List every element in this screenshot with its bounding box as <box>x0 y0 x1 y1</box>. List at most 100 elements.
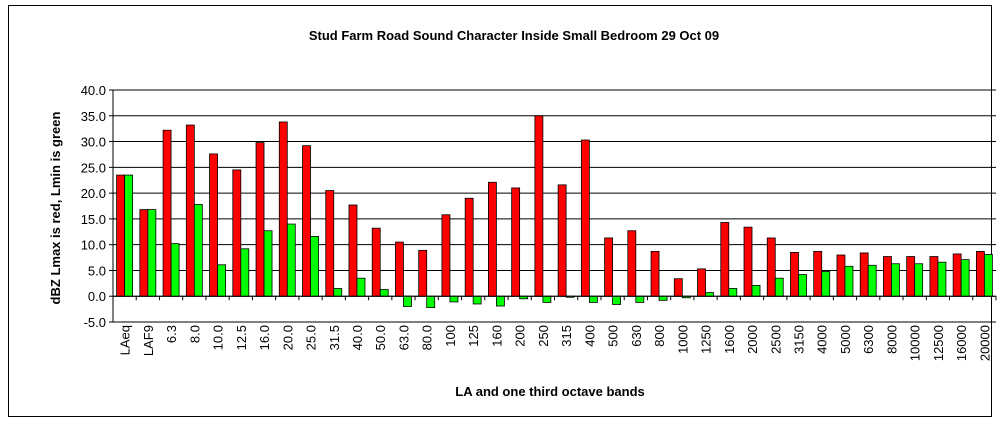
bar-lmax <box>488 181 497 297</box>
bar-lmin <box>124 174 134 297</box>
bar-lmax <box>511 187 521 297</box>
bar-lmin <box>426 295 436 308</box>
x-tick-label: 800 <box>652 325 667 347</box>
bar-lmin <box>983 254 993 297</box>
x-tick-label: 20000 <box>977 325 992 361</box>
x-tick-label: 125 <box>466 325 481 347</box>
bar-lmax <box>371 227 381 297</box>
bar-lmax <box>766 237 776 297</box>
x-tick-label: 4000 <box>815 325 830 354</box>
x-tick-label: 8000 <box>884 325 899 354</box>
x-tick-label: 160 <box>489 325 504 347</box>
bar-lmax <box>395 241 404 297</box>
x-tick-label: 16000 <box>954 325 969 361</box>
bar-lmax <box>580 139 590 297</box>
chart-frame <box>8 5 992 417</box>
bar-lmin <box>333 288 343 297</box>
bar-lmax <box>743 226 753 297</box>
bar-lmin <box>867 264 877 297</box>
bar-lmin <box>774 277 784 297</box>
bar-lmax <box>557 184 567 297</box>
bar-lmin <box>403 295 412 307</box>
bar-lmax <box>185 124 195 297</box>
bar-lmin <box>821 271 831 297</box>
bar-lmin <box>705 292 714 297</box>
bar-lmax <box>859 252 869 297</box>
bar-lmin <box>751 284 761 297</box>
bar-lmax <box>604 237 613 297</box>
bar-lmin <box>937 261 947 297</box>
bar-lmin <box>310 236 319 297</box>
x-tick-label: 2500 <box>768 325 783 354</box>
bar-lmax <box>139 209 149 297</box>
x-tick-label: 5000 <box>838 325 853 354</box>
y-tick-label: 35.0 <box>81 109 106 124</box>
x-tick-label: 200 <box>513 325 528 347</box>
x-tick-label: 25.0 <box>304 325 319 350</box>
bar-lmax <box>441 214 451 297</box>
bar-lmax <box>302 145 311 297</box>
y-tick-label: 5.0 <box>88 263 106 278</box>
x-tick-label: 12500 <box>931 325 946 361</box>
bar-lmin <box>449 295 459 303</box>
y-tick-label: 25.0 <box>81 160 106 175</box>
x-tick-label: 10000 <box>908 325 923 361</box>
bar-lmax <box>720 222 730 297</box>
bar-lmin <box>472 295 482 305</box>
bar-lmin <box>240 248 250 297</box>
bar-lmax <box>697 268 706 297</box>
axes <box>109 89 997 323</box>
bar-lmin <box>844 265 854 297</box>
bar-lmin <box>635 295 645 303</box>
bar-lmax <box>790 251 799 297</box>
bar-lmin <box>891 263 900 297</box>
bar-lmin <box>379 289 389 297</box>
x-tick-label: LAeq <box>118 325 133 355</box>
y-tick-label: 20.0 <box>81 186 106 201</box>
bar-lmin <box>798 274 807 297</box>
bar-lmax <box>232 169 242 297</box>
bars <box>116 115 993 308</box>
bar-lmin <box>263 230 273 297</box>
bar-lmax <box>883 256 892 297</box>
y-tick-label: 15.0 <box>81 212 106 227</box>
bar-lmin <box>286 223 296 297</box>
x-tick-label: 1250 <box>699 325 714 354</box>
x-tick-label: 630 <box>629 325 644 347</box>
x-tick-label: 20.0 <box>280 325 295 350</box>
bar-lmax <box>627 230 637 297</box>
bar-lmax <box>162 129 172 297</box>
bar-lmax <box>209 153 218 297</box>
bar-lmin <box>496 295 505 307</box>
x-tick-label: LAF9 <box>141 325 156 356</box>
x-tick-label: 6300 <box>861 325 876 354</box>
y-tick-labels: 40.0 35.0 30.0 25.0 20.0 15.0 10.0 5.0 0.0 -5.0 <box>81 83 106 330</box>
y-tick-label: 30.0 <box>81 135 106 150</box>
x-tick-label: 6.3 <box>164 325 179 343</box>
bar-lmin <box>588 295 598 303</box>
bar-lmax <box>836 254 846 297</box>
bar-lmax <box>673 278 683 297</box>
x-tick-label: 80.0 <box>420 325 435 350</box>
bar-lmax <box>348 204 358 297</box>
bar-lmax <box>952 253 962 297</box>
bar-lmax <box>464 197 474 297</box>
x-tick-label: 250 <box>536 325 551 347</box>
bar-lmax <box>650 250 660 297</box>
bar-lmax <box>116 174 126 297</box>
x-tick-label: 400 <box>582 325 597 347</box>
y-tick-label: 0.0 <box>88 289 106 304</box>
x-tick-label: 100 <box>443 325 458 347</box>
bar-lmax <box>255 142 265 297</box>
x-tick-label: 2000 <box>745 325 760 354</box>
bar-lmax <box>813 250 823 297</box>
x-tick-label: 1000 <box>675 325 690 354</box>
bar-lmin <box>147 209 157 297</box>
bar-lmin <box>960 259 970 297</box>
x-tick-label: 40.0 <box>350 325 365 350</box>
y-tick-label: -5.0 <box>84 315 106 330</box>
bar-lmax <box>278 121 288 297</box>
x-tick-label: 315 <box>559 325 574 347</box>
x-tick-label: 50.0 <box>373 325 388 350</box>
